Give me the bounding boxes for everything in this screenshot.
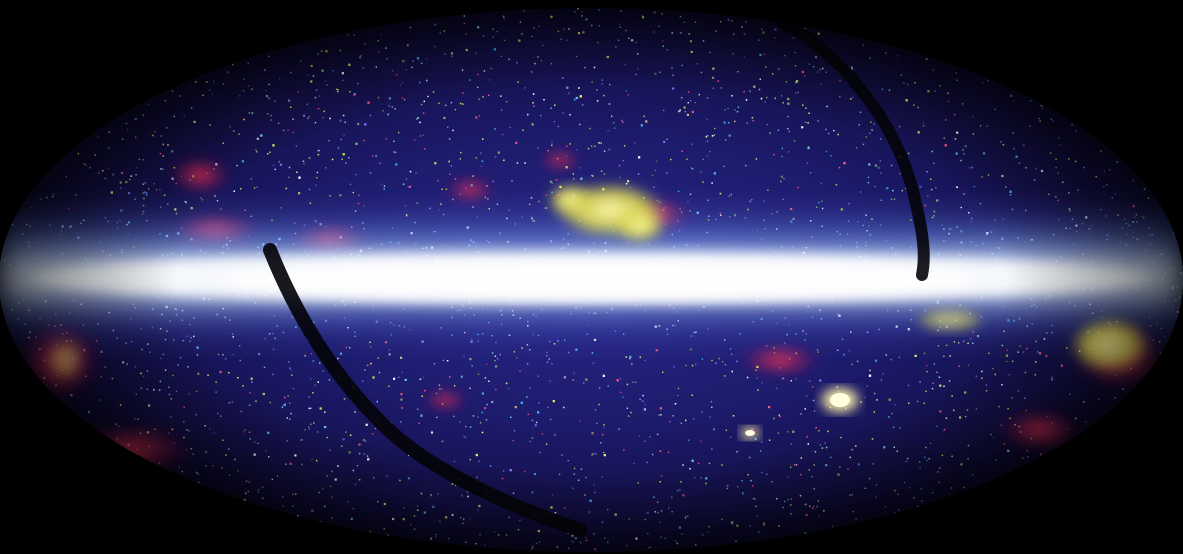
- edge-vignette: [0, 8, 1183, 552]
- sky-ellipse: [0, 8, 1183, 552]
